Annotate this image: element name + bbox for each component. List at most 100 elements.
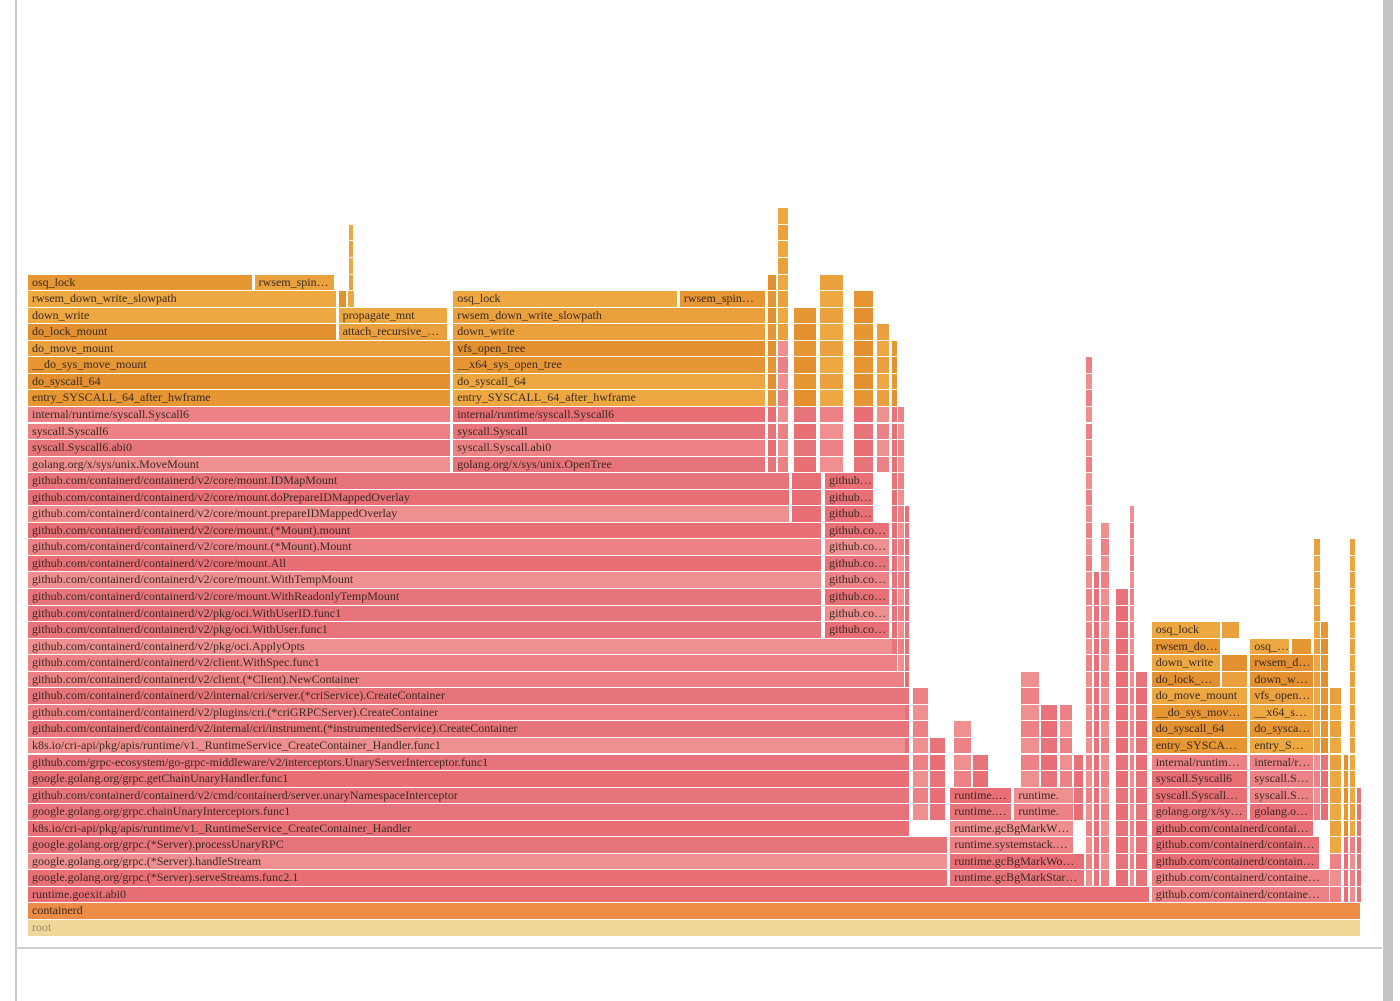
flame-frame[interactable] — [1101, 837, 1110, 853]
flame-frame[interactable] — [1350, 555, 1355, 572]
flame-frame[interactable] — [1101, 638, 1110, 655]
flame-frame[interactable]: entry_SYSCALL_64_after_hwframe — [453, 390, 766, 406]
flame-frame[interactable] — [1350, 804, 1355, 820]
flame-frame[interactable] — [1086, 357, 1093, 373]
flame-frame[interactable] — [905, 506, 910, 522]
flame-frame[interactable] — [930, 754, 946, 770]
flame-frame[interactable]: github.com/containerd/contai… — [1151, 820, 1314, 837]
flame-frame[interactable] — [1059, 737, 1073, 754]
flame-frame[interactable]: __do_sys_move_mount — [28, 357, 450, 373]
flame-frame[interactable] — [1094, 688, 1099, 704]
flame-frame[interactable] — [1314, 572, 1320, 588]
flame-frame[interactable] — [1101, 820, 1110, 837]
flame-frame[interactable] — [1130, 704, 1135, 721]
flame-frame[interactable]: github.com/containerd/containerd/v2/core… — [28, 539, 822, 555]
flame-frame[interactable] — [1314, 787, 1320, 804]
flame-frame[interactable] — [778, 373, 789, 390]
flame-frame[interactable] — [1086, 704, 1093, 721]
flame-frame[interactable]: entry_S… — [1250, 737, 1314, 754]
flame-frame[interactable] — [1314, 638, 1320, 655]
flame-frame[interactable] — [1021, 671, 1039, 688]
flame-frame[interactable] — [891, 539, 898, 555]
flame-frame[interactable] — [1135, 853, 1147, 870]
flame-frame[interactable] — [1314, 688, 1320, 704]
flame-frame[interactable] — [877, 456, 890, 473]
flame-frame[interactable] — [891, 423, 898, 439]
flame-frame[interactable] — [1130, 771, 1135, 787]
flame-frame[interactable] — [898, 605, 905, 622]
flame-frame[interactable] — [1059, 804, 1073, 820]
flame-frame[interactable] — [1343, 754, 1348, 770]
flame-frame[interactable] — [898, 572, 905, 588]
flame-frame[interactable]: syscall.Syscall6 — [1151, 771, 1247, 787]
flame-frame[interactable] — [778, 456, 789, 473]
flame-frame[interactable] — [1314, 622, 1320, 638]
flame-frame[interactable]: github.co… — [825, 605, 890, 622]
flame-frame[interactable]: github.co… — [825, 539, 890, 555]
flame-frame[interactable] — [1094, 754, 1099, 770]
flame-frame[interactable] — [891, 489, 898, 506]
flame-frame[interactable] — [891, 589, 898, 605]
flame-frame[interactable] — [1115, 771, 1129, 787]
flame-frame[interactable] — [1321, 787, 1328, 804]
flame-frame[interactable] — [791, 473, 822, 489]
flame-frame[interactable] — [1101, 804, 1110, 820]
flame-frame[interactable]: syscall.Syscall — [453, 423, 766, 439]
flame-frame[interactable] — [1135, 820, 1147, 837]
flame-frame[interactable] — [1130, 605, 1135, 622]
flame-frame[interactable] — [905, 704, 910, 721]
flame-frame[interactable] — [1350, 853, 1355, 870]
flame-frame[interactable] — [877, 390, 890, 406]
flame-frame[interactable]: syscall.Syscall6.abi0 — [28, 440, 450, 456]
flame-frame[interactable] — [1059, 721, 1073, 737]
flame-frame[interactable]: golang.o… — [1250, 804, 1314, 820]
flame-frame[interactable] — [819, 274, 843, 291]
flame-frame[interactable]: runtime.… — [950, 804, 1011, 820]
flame-frame[interactable] — [1314, 539, 1320, 555]
flame-frame[interactable] — [1086, 456, 1093, 473]
flame-frame[interactable] — [791, 506, 822, 522]
flame-frame[interactable]: github… — [825, 489, 874, 506]
flame-frame[interactable] — [1101, 771, 1110, 787]
flame-frame[interactable] — [778, 224, 789, 241]
flame-frame[interactable] — [819, 340, 843, 357]
flame-frame[interactable] — [1314, 704, 1320, 721]
flame-frame[interactable]: github… — [825, 506, 874, 522]
flame-frame[interactable]: entry_SYSCALL_64_after_hwframe — [28, 390, 450, 406]
flame-frame[interactable] — [891, 390, 898, 406]
flame-frame[interactable] — [794, 340, 817, 357]
flame-frame[interactable]: github.com/containerd/containerd/v2/plug… — [28, 704, 910, 721]
flame-frame[interactable] — [1314, 589, 1320, 605]
flame-frame[interactable]: down_w… — [1250, 671, 1314, 688]
flame-frame[interactable] — [778, 340, 789, 357]
flame-frame[interactable] — [1130, 820, 1135, 837]
flame-frame[interactable]: runtime.systemstack.… — [950, 837, 1074, 853]
flame-frame[interactable] — [1330, 804, 1342, 820]
flame-frame[interactable] — [1101, 737, 1110, 754]
flame-frame[interactable] — [794, 440, 817, 456]
flame-frame[interactable] — [891, 605, 898, 622]
flame-frame[interactable] — [1086, 440, 1093, 456]
flame-frame[interactable] — [1086, 539, 1093, 555]
flame-frame[interactable] — [1330, 787, 1342, 804]
flame-frame[interactable] — [794, 390, 817, 406]
flame-frame[interactable]: down_write — [453, 324, 766, 340]
flame-frame[interactable]: github.com/containerd/containerd/v2/core… — [28, 473, 790, 489]
flame-frame[interactable] — [1350, 539, 1355, 555]
flame-frame[interactable] — [905, 555, 910, 572]
flame-frame[interactable] — [973, 771, 989, 787]
flame-frame[interactable] — [778, 357, 789, 373]
flame-frame[interactable] — [1115, 589, 1129, 605]
flame-frame[interactable] — [1086, 522, 1093, 539]
flame-frame[interactable] — [1222, 622, 1239, 638]
flame-frame[interactable] — [1135, 688, 1147, 704]
flame-frame[interactable] — [1130, 688, 1135, 704]
flame-frame[interactable] — [1115, 820, 1129, 837]
flame-frame[interactable] — [1041, 754, 1058, 770]
flame-frame[interactable] — [877, 373, 890, 390]
flame-frame[interactable] — [1086, 622, 1093, 638]
flame-frame[interactable] — [898, 638, 905, 655]
flame-frame[interactable] — [898, 406, 905, 423]
flame-frame[interactable] — [1086, 804, 1093, 820]
flame-frame[interactable] — [1094, 870, 1099, 886]
